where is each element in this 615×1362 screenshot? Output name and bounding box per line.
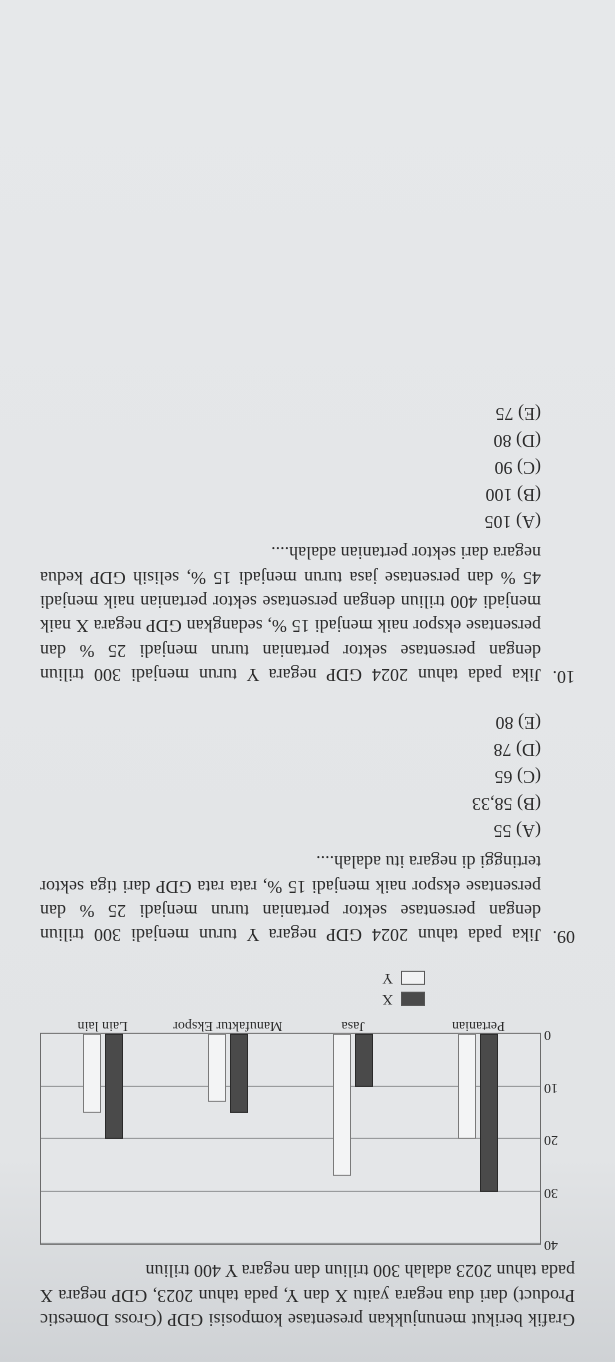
bottom-spacer — [40, 40, 575, 400]
question-number: 10. — [541, 666, 575, 687]
bar-y — [208, 1034, 226, 1102]
question-text: Jika pada tahun 2024 GDP negara Y turun … — [40, 850, 541, 947]
chart-category — [41, 1034, 166, 1244]
chart-legend: X Y — [40, 969, 425, 1007]
legend-item-y: Y — [40, 969, 425, 986]
y-tick-label: 10 — [544, 1078, 570, 1094]
questions-section: 09.Jika pada tahun 2024 GDP negara Y tur… — [40, 400, 575, 947]
page-content: Grafik berikut menunjukkan presentase ko… — [0, 0, 615, 1362]
option-item: (E) 80 — [40, 709, 541, 736]
question-block: 10.Jika pada tahun 2024 GDP negara Y tur… — [40, 400, 575, 687]
bar-chart: 010203040 — [40, 1033, 541, 1245]
bar-x — [480, 1034, 498, 1192]
bar-y — [458, 1034, 476, 1139]
chart-container: 010203040 PertanianJasaManufaktur Ekspor… — [40, 969, 575, 1245]
x-tick-label: Manufaktur Ekspor — [165, 1017, 290, 1033]
option-item: (C) 90 — [40, 454, 541, 481]
bar-x — [105, 1034, 123, 1139]
y-tick-label: 40 — [544, 1236, 570, 1252]
question-text: Jika pada tahun 2024 GDP negara Y turun … — [40, 541, 541, 687]
y-tick-label: 20 — [544, 1131, 570, 1147]
bar-y — [333, 1034, 351, 1176]
legend-label-x: X — [382, 990, 393, 1007]
y-tick-label: 30 — [544, 1183, 570, 1199]
chart-category — [291, 1034, 416, 1244]
chart-category — [166, 1034, 291, 1244]
question-number: 09. — [541, 926, 575, 947]
x-tick-label: Pertanian — [416, 1017, 541, 1033]
option-item: (C) 65 — [40, 763, 541, 790]
option-item: (B) 58,33 — [40, 790, 541, 817]
option-item: (A) 105 — [40, 508, 541, 535]
x-axis-labels: PertanianJasaManufaktur EksporLain lain — [40, 1017, 541, 1033]
x-tick-label: Jasa — [291, 1017, 416, 1033]
bar-y — [83, 1034, 101, 1113]
option-item: (D) 78 — [40, 736, 541, 763]
x-tick-label: Lain lain — [40, 1017, 165, 1033]
options-list: (A) 105(B) 100(C) 90(D) 80(E) 75 — [40, 400, 541, 535]
legend-swatch-y — [401, 970, 425, 984]
option-item: (D) 80 — [40, 427, 541, 454]
bars-row — [41, 1034, 540, 1244]
option-item: (E) 75 — [40, 400, 541, 427]
y-tick-label: 0 — [544, 1026, 570, 1042]
legend-item-x: X — [40, 990, 425, 1007]
chart-category — [415, 1034, 540, 1244]
option-item: (B) 100 — [40, 481, 541, 508]
question-block: 09.Jika pada tahun 2024 GDP negara Y tur… — [40, 709, 575, 947]
legend-swatch-x — [401, 991, 425, 1005]
intro-paragraph: Grafik berikut menunjukkan presentase ko… — [40, 1259, 575, 1332]
option-item: (A) 55 — [40, 817, 541, 844]
bar-x — [230, 1034, 248, 1113]
bar-x — [355, 1034, 373, 1087]
legend-label-y: Y — [382, 969, 393, 986]
options-list: (A) 55(B) 58,33(C) 65(D) 78(E) 80 — [40, 709, 541, 844]
